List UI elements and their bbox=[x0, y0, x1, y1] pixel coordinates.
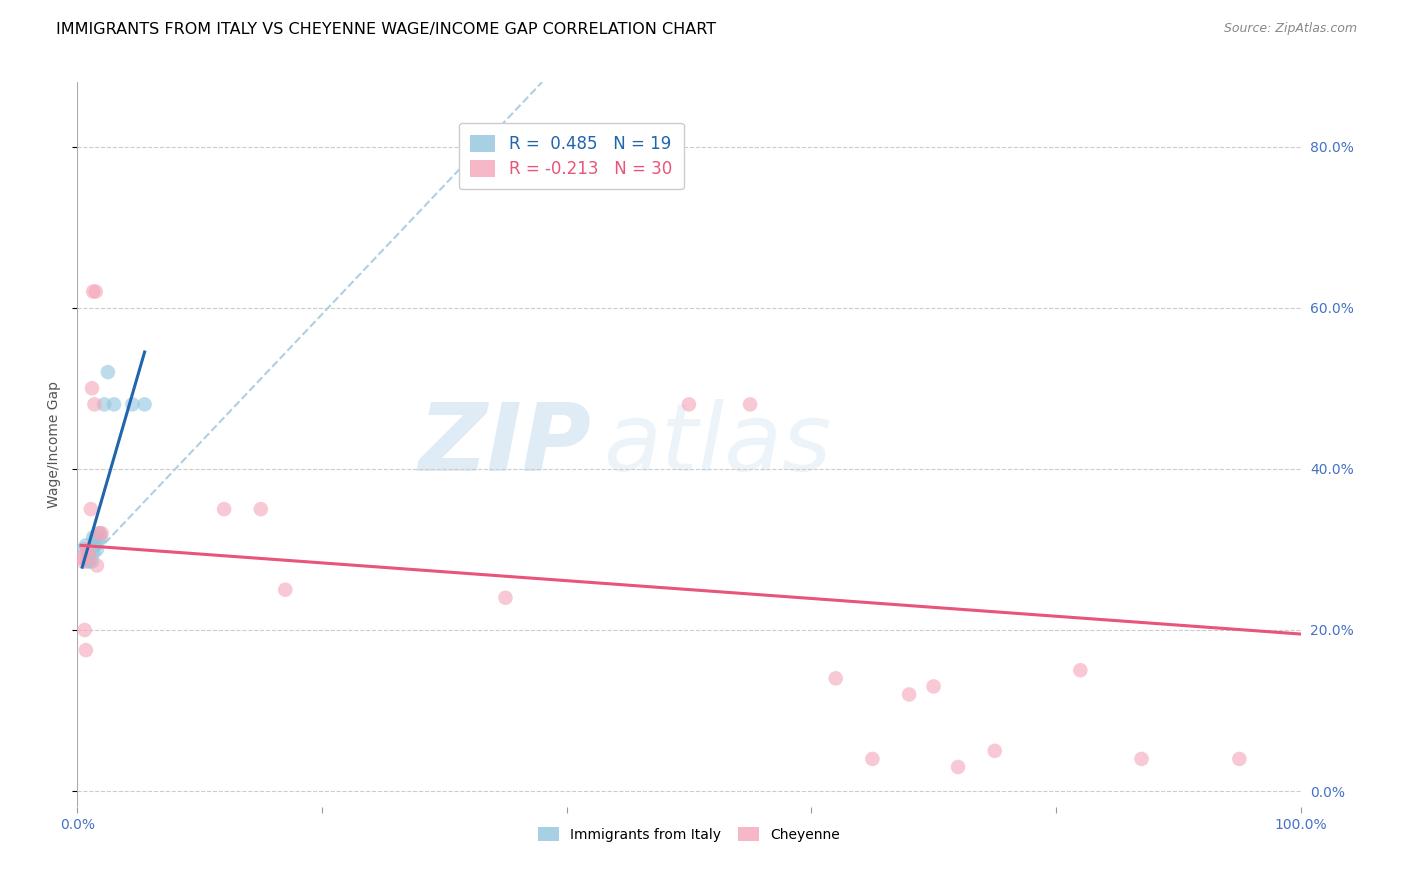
Point bbox=[72, 542, 94, 557]
Point bbox=[80, 554, 103, 568]
Point bbox=[82, 546, 104, 560]
Point bbox=[250, 502, 273, 516]
Point bbox=[77, 546, 100, 560]
Point bbox=[678, 397, 700, 411]
Point bbox=[75, 538, 97, 552]
Point bbox=[922, 680, 945, 694]
Point bbox=[103, 397, 125, 411]
Point bbox=[90, 530, 112, 544]
Point bbox=[89, 526, 111, 541]
Point bbox=[121, 397, 143, 411]
Point bbox=[84, 285, 107, 299]
Point bbox=[79, 554, 101, 568]
Point bbox=[80, 542, 103, 557]
Point bbox=[274, 582, 297, 597]
Text: Source: ZipAtlas.com: Source: ZipAtlas.com bbox=[1223, 22, 1357, 36]
Point bbox=[90, 526, 112, 541]
Point bbox=[898, 688, 921, 702]
Legend: Immigrants from Italy, Cheyenne: Immigrants from Italy, Cheyenne bbox=[533, 822, 845, 847]
Point bbox=[1069, 663, 1091, 677]
Point bbox=[1229, 752, 1251, 766]
Point bbox=[93, 397, 115, 411]
Text: IMMIGRANTS FROM ITALY VS CHEYENNE WAGE/INCOME GAP CORRELATION CHART: IMMIGRANTS FROM ITALY VS CHEYENNE WAGE/I… bbox=[56, 22, 717, 37]
Point bbox=[212, 502, 235, 516]
Point bbox=[70, 550, 93, 565]
Point bbox=[72, 554, 94, 568]
Point bbox=[89, 526, 111, 541]
Point bbox=[97, 365, 120, 379]
Point bbox=[77, 542, 100, 557]
Point bbox=[82, 530, 104, 544]
Point bbox=[80, 381, 103, 395]
Point bbox=[83, 397, 105, 411]
Text: ZIP: ZIP bbox=[418, 399, 591, 491]
Point bbox=[82, 285, 104, 299]
Point bbox=[76, 554, 98, 568]
Text: atlas: atlas bbox=[603, 399, 831, 491]
Point bbox=[984, 744, 1007, 758]
Point bbox=[946, 760, 969, 774]
Point bbox=[134, 397, 156, 411]
Point bbox=[75, 643, 97, 657]
Point bbox=[80, 502, 103, 516]
Point bbox=[86, 558, 108, 573]
Point bbox=[87, 534, 110, 549]
Point bbox=[740, 397, 762, 411]
Y-axis label: Wage/Income Gap: Wage/Income Gap bbox=[46, 381, 60, 508]
Point bbox=[862, 752, 884, 766]
Point bbox=[79, 550, 101, 565]
Point bbox=[84, 530, 107, 544]
Point bbox=[824, 671, 846, 685]
Point bbox=[1130, 752, 1153, 766]
Point bbox=[86, 542, 108, 557]
Point bbox=[76, 542, 98, 557]
Point bbox=[73, 623, 96, 637]
Point bbox=[495, 591, 517, 605]
